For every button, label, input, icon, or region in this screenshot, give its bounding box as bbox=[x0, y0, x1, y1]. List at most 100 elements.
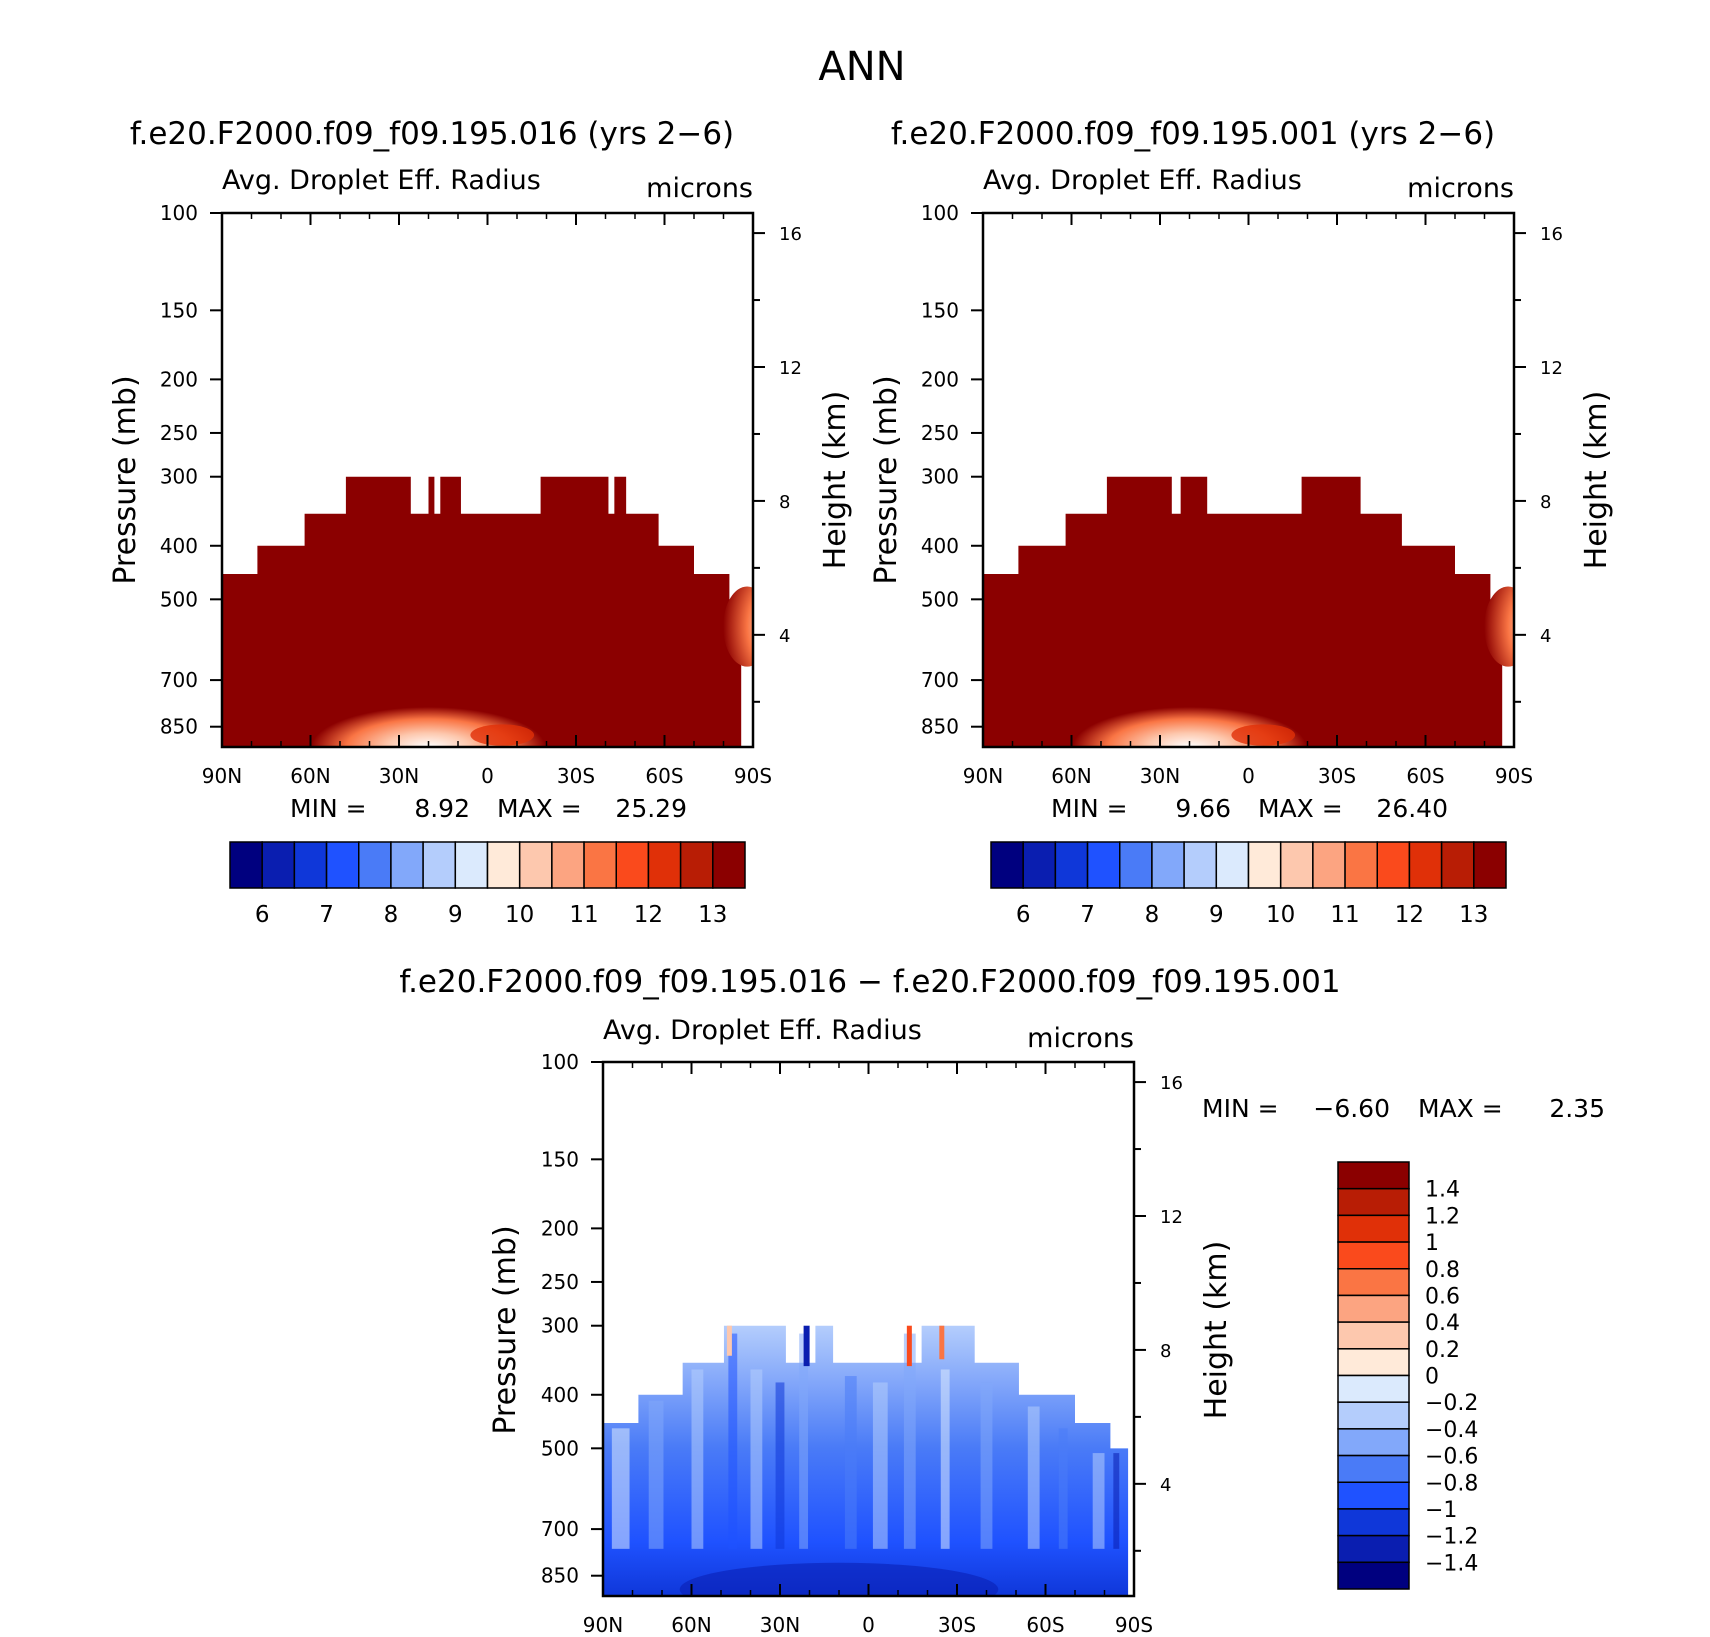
variability-streak bbox=[1113, 1453, 1120, 1549]
cloud-region bbox=[222, 476, 748, 747]
colorbar-swatch bbox=[1337, 1561, 1410, 1590]
panel-model-016: f.e20.F2000.f09_f09.195.016 (yrs 2−6) Av… bbox=[108, 116, 853, 928]
y-tick-label: 700 bbox=[921, 668, 959, 692]
colorbar-swatch bbox=[1054, 841, 1089, 889]
colorbar-swatch bbox=[261, 841, 296, 889]
y-tick-label: 100 bbox=[160, 201, 198, 225]
colorbar-swatch bbox=[1022, 841, 1057, 889]
colorbar-swatch bbox=[1215, 841, 1250, 889]
variability-streak bbox=[940, 1369, 950, 1549]
colorbar-swatch bbox=[1119, 841, 1153, 889]
y-tick-label: 150 bbox=[541, 1147, 579, 1171]
colorbar-label: 0 bbox=[1425, 1365, 1439, 1390]
x-tick-label: 30N bbox=[379, 764, 419, 788]
min-value: −6.60 bbox=[1313, 1094, 1390, 1123]
y2-tick-label: 12 bbox=[1540, 358, 1563, 379]
colorbar-swatch bbox=[454, 841, 489, 889]
y-axis-label: Pressure (mb) bbox=[488, 1225, 523, 1434]
colorbar-label: 12 bbox=[1395, 902, 1424, 928]
panel-title: f.e20.F2000.f09_f09.195.001 (yrs 2−6) bbox=[891, 116, 1495, 152]
colorbar-swatch bbox=[422, 841, 457, 889]
colorbar-swatch bbox=[1337, 1508, 1410, 1537]
y2-axis-label: Height (km) bbox=[1199, 1241, 1234, 1420]
x-tick-label: 90N bbox=[963, 764, 1003, 788]
colorbar-label: 7 bbox=[1080, 902, 1095, 928]
y-tick-label: 850 bbox=[541, 1564, 579, 1588]
colorbar-swatch bbox=[1337, 1161, 1410, 1190]
colorbar-label: 9 bbox=[448, 902, 463, 928]
heatmap-field bbox=[222, 476, 753, 747]
variability-streak bbox=[691, 1369, 704, 1549]
colorbar-swatch bbox=[1247, 841, 1282, 889]
colorbar-swatch bbox=[1337, 1401, 1410, 1430]
colorbar-label: −0.2 bbox=[1425, 1391, 1478, 1416]
y-tick-label: 300 bbox=[160, 465, 198, 489]
colorbar-swatch bbox=[1376, 841, 1411, 889]
colorbar-label: 1.4 bbox=[1425, 1178, 1460, 1203]
y-tick-label: 850 bbox=[160, 715, 198, 739]
colorbar-label: 0.2 bbox=[1425, 1338, 1460, 1363]
colorbar-swatch bbox=[1337, 1454, 1410, 1483]
variability-streak bbox=[799, 1333, 809, 1549]
y-tick-label: 500 bbox=[921, 587, 959, 611]
y2-tick-label: 8 bbox=[779, 492, 790, 513]
variability-streak bbox=[1027, 1406, 1040, 1549]
min-value: 8.92 bbox=[414, 794, 470, 823]
colorbar-swatch bbox=[679, 841, 714, 889]
variability-streak bbox=[980, 1382, 993, 1549]
variability-streak bbox=[844, 1376, 857, 1549]
colorbar-swatch bbox=[1312, 841, 1346, 889]
x-tick-label: 30S bbox=[1318, 764, 1356, 788]
colorbar: 6 7 8 9 10 11 12 13 bbox=[229, 841, 746, 928]
y-axis-label: Pressure (mb) bbox=[108, 375, 143, 584]
x-tick-label: 60S bbox=[645, 764, 683, 788]
variability-streak bbox=[728, 1333, 738, 1549]
y-tick-label: 250 bbox=[160, 421, 198, 445]
colorbar-label: −1.2 bbox=[1425, 1525, 1478, 1550]
variability-streak bbox=[1058, 1428, 1068, 1549]
y2-tick-label: 12 bbox=[1160, 1207, 1183, 1228]
y2-tick-label: 4 bbox=[1160, 1475, 1171, 1496]
x-tick-label: 0 bbox=[862, 1613, 875, 1633]
colorbar-swatch bbox=[1337, 1187, 1410, 1217]
colorbar-swatch bbox=[990, 841, 1024, 889]
colorbar-label: 0.6 bbox=[1425, 1284, 1460, 1309]
x-tick-label: 90S bbox=[1115, 1613, 1153, 1633]
colorbar-swatch bbox=[358, 841, 392, 889]
colorbar-swatch bbox=[615, 841, 650, 889]
colorbar-swatch bbox=[1337, 1294, 1410, 1323]
max-label: MAX = bbox=[1418, 1094, 1503, 1123]
units-label: microns bbox=[1407, 173, 1514, 204]
min-value: 9.66 bbox=[1175, 794, 1231, 823]
colorbar-swatch bbox=[647, 841, 682, 889]
colorbar-label: 10 bbox=[1266, 902, 1295, 928]
colorbar-label: −1 bbox=[1425, 1498, 1457, 1523]
colorbar-swatch bbox=[518, 841, 553, 889]
colorbar-swatch bbox=[583, 841, 617, 889]
variability-streak bbox=[775, 1382, 785, 1549]
colorbar-label: 10 bbox=[505, 902, 534, 928]
units-label: microns bbox=[646, 173, 753, 204]
x-tick-label: 60S bbox=[1026, 1613, 1064, 1633]
colorbar-label: 1.2 bbox=[1425, 1204, 1460, 1229]
cloud-region bbox=[983, 476, 1509, 747]
x-tick-label: 60N bbox=[1051, 764, 1091, 788]
y2-tick-label: 8 bbox=[1160, 1341, 1171, 1362]
strong-negative-patch bbox=[803, 1325, 810, 1367]
x-tick-label: 90S bbox=[734, 764, 772, 788]
x-tick-label: 30N bbox=[1140, 764, 1180, 788]
y-tick-label: 500 bbox=[541, 1436, 579, 1460]
y2-tick-label: 16 bbox=[779, 224, 802, 245]
x-tick-label: 60N bbox=[671, 1613, 711, 1633]
min-label: MIN = bbox=[1202, 1094, 1279, 1123]
colorbar-swatch bbox=[325, 841, 360, 889]
colorbar-swatch bbox=[712, 841, 746, 889]
y-tick-label: 150 bbox=[921, 298, 959, 322]
colorbar-label: −1.4 bbox=[1425, 1551, 1478, 1576]
variability-streak bbox=[1092, 1453, 1105, 1549]
colorbar-swatch bbox=[1151, 841, 1185, 889]
colorbar-swatch bbox=[1337, 1348, 1410, 1377]
x-tick-label: 60S bbox=[1406, 764, 1444, 788]
colorbar-swatch bbox=[1337, 1241, 1410, 1270]
